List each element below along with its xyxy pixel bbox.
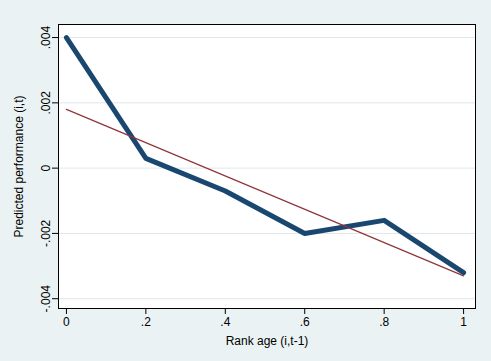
svg-text:.8: .8 <box>379 315 389 329</box>
svg-text:0: 0 <box>39 164 53 171</box>
svg-text:0: 0 <box>63 315 70 329</box>
svg-text:.4: .4 <box>220 315 230 329</box>
svg-text:Rank age (i,t-1): Rank age (i,t-1) <box>226 334 309 348</box>
svg-text:Predicted performance (i,t): Predicted performance (i,t) <box>12 95 26 237</box>
svg-text:.6: .6 <box>300 315 310 329</box>
svg-text:.002: .002 <box>39 91 53 115</box>
svg-text:.004: .004 <box>39 26 53 50</box>
svg-text:1: 1 <box>460 315 467 329</box>
svg-text:-.004: -.004 <box>39 285 53 313</box>
svg-text:.2: .2 <box>141 315 151 329</box>
svg-text:-.002: -.002 <box>39 219 53 247</box>
